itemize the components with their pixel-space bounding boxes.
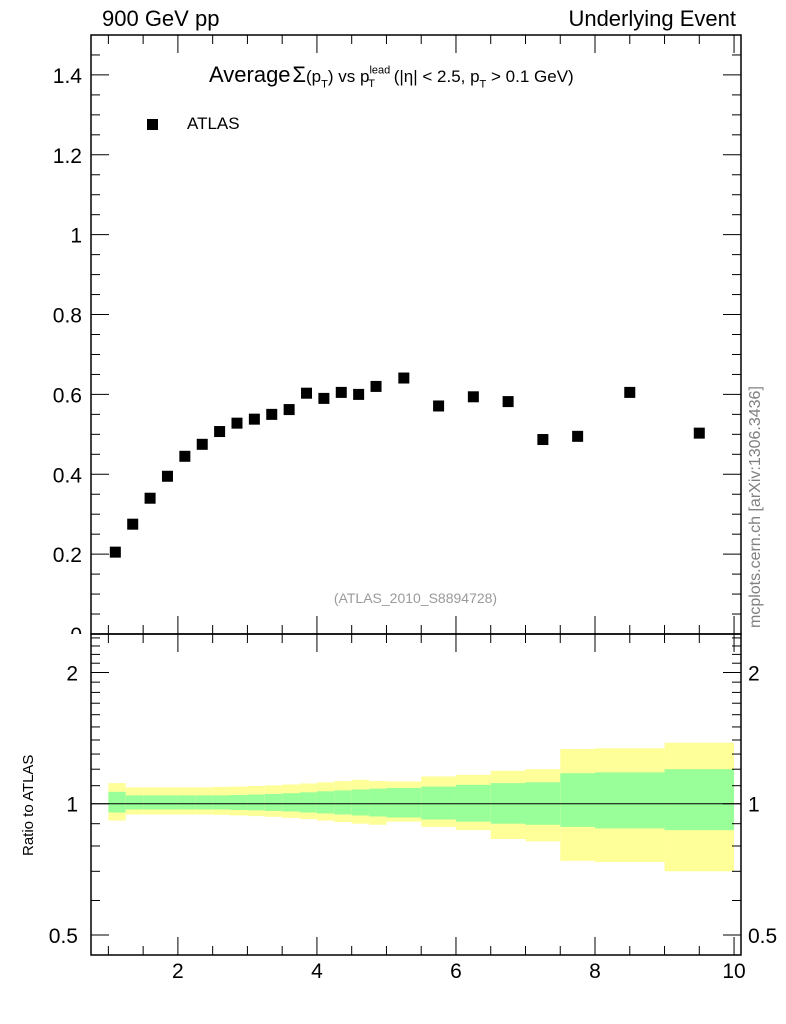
data-point-atlas	[144, 492, 156, 504]
data-point-atlas	[502, 396, 514, 408]
side-note-source: mcplots.cern.ch [arXiv:1306.3436]	[747, 386, 764, 628]
title-cuts-sub: T	[479, 78, 487, 91]
ratio-inner-band-bin	[264, 793, 283, 811]
ratio-inner-band-bin	[212, 795, 231, 810]
data-point-atlas	[537, 434, 549, 446]
ratio-inner-band-bin	[108, 791, 126, 813]
data-point-atlas	[161, 470, 173, 482]
ratio-inner-band-bin	[595, 772, 665, 829]
ratio-inner-band-bin	[143, 795, 161, 810]
ratio-inner-band-bin	[369, 788, 387, 817]
main-y-tick-label: 0.2	[53, 544, 82, 567]
ratio-bands	[108, 742, 735, 872]
main-y-tick-label: 1	[70, 225, 82, 248]
ratio-y-axis-label: Ratio to ATLAS	[20, 754, 37, 856]
data-point-atlas	[179, 450, 191, 462]
title-vs: vs p	[333, 67, 370, 86]
x-tick-label: 4	[311, 960, 323, 983]
ratio-inner-band-bin	[351, 789, 370, 816]
title-prefix: Average	[209, 62, 291, 87]
axis-ticks	[91, 34, 741, 955]
tick-labels: 0 0.2 0.4 0.6 0.8 1 1.2 1.4 0.5 0.5 1 1 2 2 2 4 6 8 10	[49, 65, 777, 983]
ratio-inner-band-bin	[195, 795, 213, 810]
title-lead-sub: T	[368, 78, 375, 91]
main-y-tick-label: 1.4	[53, 65, 83, 88]
header-collision-label: 900 GeV pp	[102, 6, 220, 31]
plot-title: Average Σ(pT) vs pleadT (|η| < 2.5, pT >…	[209, 62, 574, 90]
legend-label-atlas: ATLAS	[187, 114, 240, 133]
data-point-atlas	[248, 413, 260, 425]
ratio-inner-band-bin	[664, 769, 735, 831]
data-point-atlas	[335, 386, 347, 398]
data-point-atlas	[266, 408, 278, 420]
title-lead-sup: lead	[369, 64, 391, 77]
ratio-y-tick-label-right: 0.5	[748, 925, 777, 948]
data-point-atlas	[398, 372, 410, 384]
data-point-atlas	[467, 391, 479, 403]
data-point-atlas	[693, 427, 705, 439]
data-point-atlas	[433, 400, 445, 412]
title-pt: (p	[306, 67, 322, 86]
ratio-y-tick-label-right: 2	[748, 662, 760, 685]
data-point-atlas	[109, 546, 121, 558]
data-point-atlas	[283, 404, 295, 416]
data-point-atlas	[318, 392, 330, 404]
main-y-tick-label: 0.4	[53, 464, 83, 487]
data-point-atlas	[572, 430, 584, 442]
ratio-inner-band-bin	[316, 791, 335, 814]
title-cuts-a: (|η| < 2.5, p	[388, 67, 480, 86]
ratio-inner-band-bin	[421, 786, 456, 820]
data-point-atlas	[196, 438, 208, 450]
main-y-tick-label: 0	[70, 624, 82, 647]
x-tick-label: 10	[722, 960, 745, 983]
ratio-inner-band-bin	[160, 795, 178, 810]
ratio-inner-band-bin	[247, 794, 265, 811]
x-tick-label: 2	[172, 960, 184, 983]
ratio-inner-band-bin	[177, 795, 196, 810]
title-pt-close: )	[327, 67, 334, 86]
header-analysis-label: Underlying Event	[568, 6, 736, 31]
data-markers	[109, 372, 705, 558]
title-cuts-b: > 0.1 GeV)	[486, 67, 574, 86]
ratio-plot-frame	[90, 633, 742, 956]
ratio-y-tick-label: 1	[66, 794, 78, 817]
ratio-inner-band-bin	[455, 784, 491, 822]
ratio-inner-band-bin	[386, 787, 422, 818]
data-point-atlas	[231, 417, 243, 429]
reference-analysis-label: (ATLAS_2010_S8894728)	[333, 590, 498, 606]
ratio-y-tick-label: 0.5	[49, 925, 78, 948]
main-y-tick-label: 0.6	[53, 384, 82, 407]
ratio-y-tick-label: 2	[66, 662, 78, 685]
ratio-inner-band-bin	[230, 795, 248, 810]
ratio-inner-band-bin	[299, 792, 317, 813]
title-pt-sub: T	[321, 78, 328, 91]
ratio-y-tick-label-right: 1	[748, 794, 760, 817]
data-point-atlas	[127, 518, 139, 530]
main-y-tick-label: 1.2	[53, 145, 82, 168]
ratio-inner-band-bin	[282, 793, 300, 812]
data-point-atlas	[624, 386, 636, 398]
main-y-tick-label: 0.8	[53, 305, 82, 328]
data-point-atlas	[301, 387, 313, 399]
ratio-inner-band-bin	[334, 790, 352, 815]
ratio-inner-band-bin	[560, 773, 596, 827]
x-tick-label: 6	[450, 960, 462, 983]
data-point-atlas	[214, 426, 226, 438]
legend-marker-atlas	[147, 118, 158, 130]
legend: ATLAS	[147, 114, 240, 134]
title-sigma: Σ	[292, 62, 306, 87]
x-tick-label: 8	[589, 960, 601, 983]
data-point-atlas	[370, 380, 382, 392]
ratio-inner-band-bin	[125, 795, 144, 810]
data-point-atlas	[353, 388, 365, 400]
